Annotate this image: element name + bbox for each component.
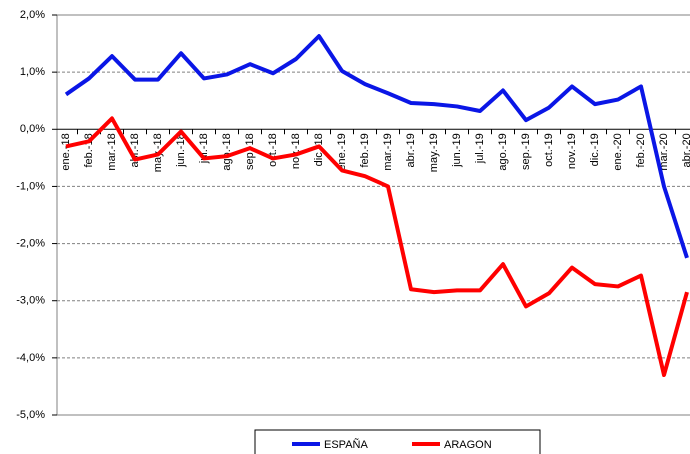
y-tick-label: 1,0% — [20, 66, 45, 78]
x-tick-label: ene.-18 — [60, 133, 72, 170]
x-tick-label: sep.-19 — [520, 133, 532, 170]
x-tick-label: nov.-19 — [566, 133, 578, 169]
x-tick-label: mar.-20 — [658, 133, 670, 170]
x-tick-label: jun.-19 — [451, 133, 463, 168]
y-tick-label: -4,0% — [16, 352, 45, 364]
y-tick-label: 0,0% — [20, 123, 45, 135]
x-tick-label: dic.-19 — [589, 133, 601, 166]
x-tick-label: ago.-19 — [497, 133, 509, 170]
x-tick-label: feb.-20 — [635, 133, 647, 167]
x-tick-label: mar.-18 — [106, 133, 118, 170]
x-tick-label: abr.-19 — [405, 133, 417, 167]
y-tick-label: 2,0% — [20, 9, 45, 21]
legend-label: ARAGON — [444, 439, 492, 451]
x-tick-label: dic.-18 — [313, 133, 325, 166]
line-series — [65, 116, 689, 377]
x-tick-label: oct.-19 — [543, 133, 555, 167]
x-tick-label: ago.-18 — [221, 133, 233, 170]
x-tick-label: ene.-19 — [336, 133, 348, 170]
line-series — [64, 34, 689, 259]
x-tick-label: jun.-18 — [175, 133, 187, 168]
x-tick-label: oct.-18 — [267, 133, 279, 167]
x-tick-label: may.-19 — [428, 133, 440, 172]
x-tick-label: jul.-19 — [474, 133, 486, 164]
plot-area — [56, 14, 690, 416]
y-tick-label: -3,0% — [16, 295, 45, 307]
x-tick-label: abr.-20 — [681, 133, 690, 167]
legend — [254, 429, 541, 454]
y-tick-label: -2,0% — [16, 237, 45, 249]
x-tick-label: feb.-19 — [359, 133, 371, 167]
x-tick-label: nov.-18 — [290, 133, 302, 169]
x-tick-label: mar.-19 — [382, 133, 394, 170]
y-tick-label: -5,0% — [16, 409, 45, 421]
x-tick-label: sep.-18 — [244, 133, 256, 170]
x-tick-label: ene.-20 — [612, 133, 624, 170]
y-tick-label: -1,0% — [16, 180, 45, 192]
legend-label: ESPAÑA — [324, 438, 368, 451]
